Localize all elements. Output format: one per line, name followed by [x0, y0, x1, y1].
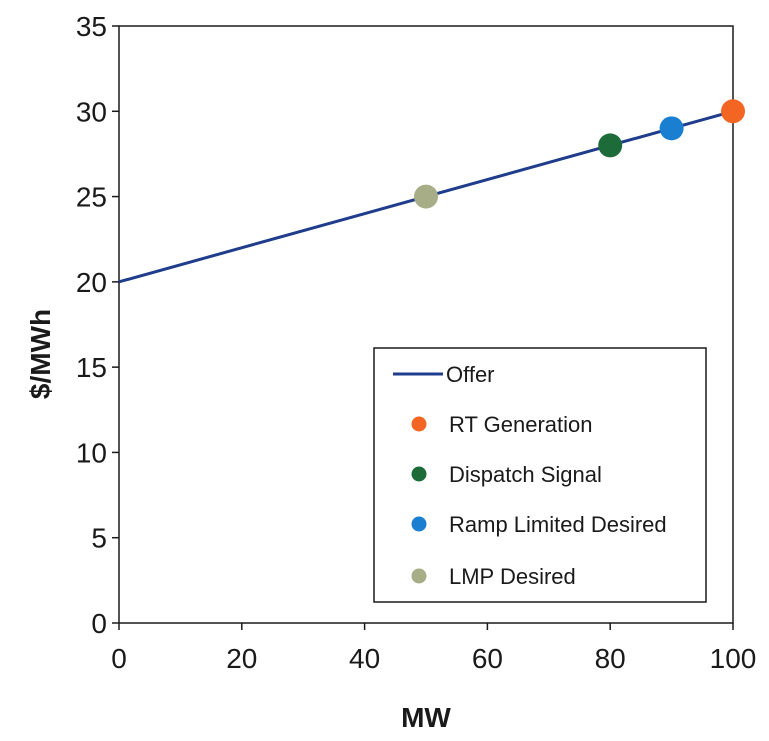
y-tick-label: 35	[76, 11, 107, 42]
series-layer	[118, 99, 745, 284]
y-tick-label: 15	[76, 352, 107, 383]
y-axis-ticks: 0 5 10 15 20 25 30 35	[76, 11, 119, 639]
x-tick-label: 40	[349, 643, 380, 674]
y-tick-label: 25	[76, 182, 107, 213]
legend-label-offer: Offer	[446, 362, 495, 387]
rt-generation-point	[721, 99, 745, 124]
y-tick-label: 20	[76, 267, 107, 298]
legend: Offer RT Generation Dispatch Signal Ramp Li…	[373, 347, 707, 603]
ramp-limited-desired-point	[659, 116, 684, 141]
y-tick-label: 5	[91, 523, 107, 554]
lmp-desired-point	[414, 184, 438, 209]
y-axis-title: $/MWh	[25, 309, 56, 399]
x-tick-label: 100	[710, 643, 757, 674]
legend-label-rt-generation: RT Generation	[449, 412, 593, 437]
legend-swatch-ramp-limited-desired	[411, 516, 427, 532]
x-tick-label: 20	[226, 643, 257, 674]
y-tick-label: 10	[76, 437, 107, 468]
legend-swatch-rt-generation	[411, 416, 427, 432]
x-axis-title: MW	[401, 702, 451, 733]
legend-label-dispatch-signal: Dispatch Signal	[449, 462, 602, 487]
x-tick-label: 80	[595, 643, 626, 674]
y-tick-label: 30	[76, 96, 107, 127]
x-tick-label: 0	[111, 643, 127, 674]
legend-swatch-dispatch-signal	[411, 466, 427, 482]
x-axis-ticks: 0 20 40 60 80 100	[111, 623, 756, 674]
legend-label-lmp-desired: LMP Desired	[449, 564, 576, 589]
x-tick-label: 60	[472, 643, 503, 674]
legend-label-ramp-limited-desired: Ramp Limited Desired	[449, 512, 667, 537]
legend-box	[373, 347, 707, 603]
dispatch-signal-point	[598, 133, 623, 158]
legend-swatch-lmp-desired	[411, 568, 427, 584]
y-tick-label: 0	[91, 608, 107, 639]
